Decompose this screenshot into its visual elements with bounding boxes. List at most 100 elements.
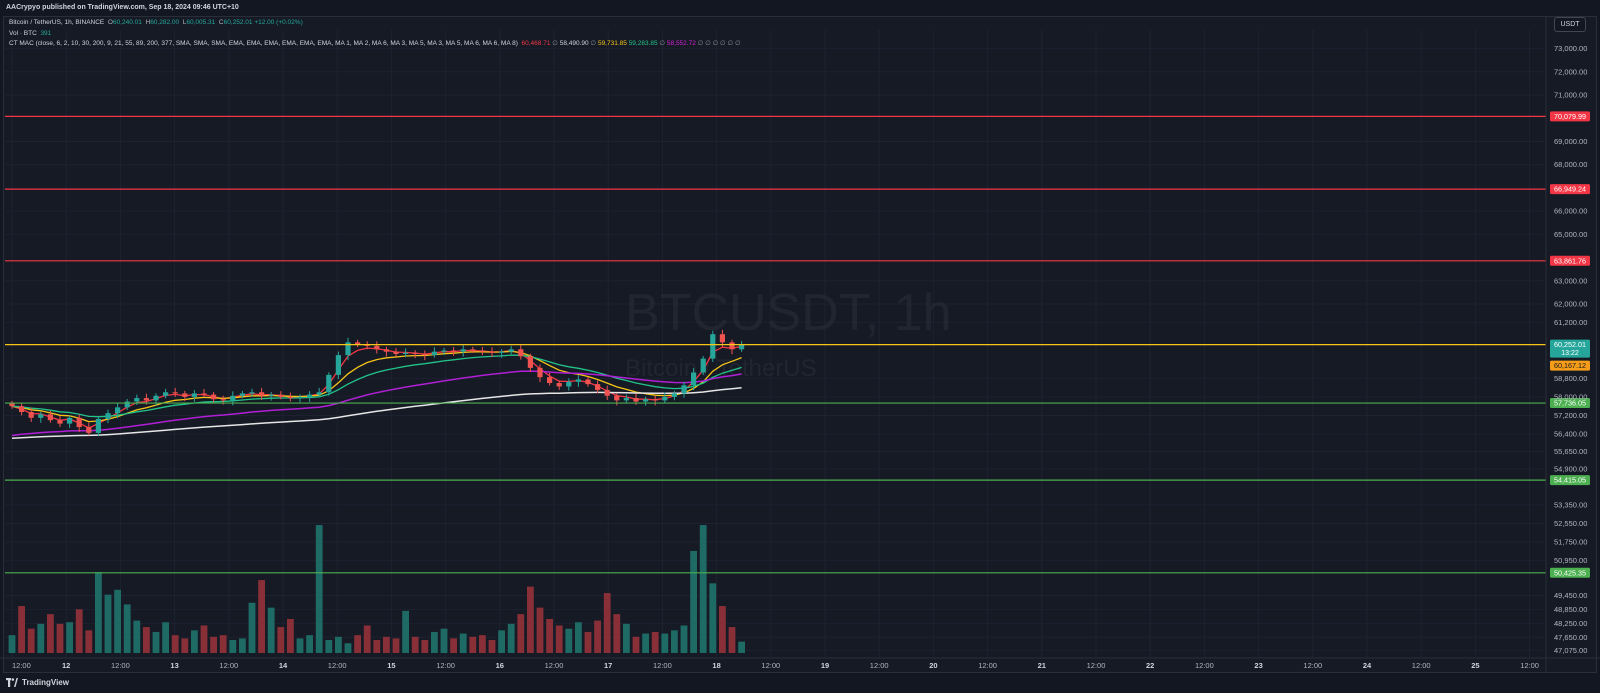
time-tick-label: 12:00 — [111, 661, 130, 670]
candle-body — [115, 407, 121, 414]
footer-brand[interactable]: TradingView — [22, 678, 69, 687]
legend-symbol-row: Bitcoin / TetherUS, 1h, BINANCE O60,240.… — [9, 18, 741, 29]
volume-bar — [56, 623, 64, 653]
candle-body — [249, 392, 255, 394]
candle-body — [412, 352, 418, 354]
price-tick-label: 52,550.00 — [1554, 519, 1587, 528]
time-tick-label: 12:00 — [1195, 661, 1214, 670]
price-axis[interactable]: 73,000.00 72,000.00 71,000.00 69,000.00 68,0… — [1545, 16, 1587, 673]
volume-bar — [584, 631, 592, 653]
time-tick-label: 12:00 — [328, 661, 347, 670]
time-axis[interactable]: 12:00 12 12:00 13 12:00 14 12:00 15 12:00 16 12:00… — [0, 657, 1600, 670]
volume-bar — [728, 627, 736, 653]
level-price-label: 66,949.24 — [1554, 185, 1586, 194]
candle-body — [163, 392, 169, 396]
candle-body — [700, 358, 706, 373]
legend-ohlc-high: H60,282.00 — [143, 19, 180, 26]
volume-bar — [75, 609, 83, 653]
volume-bar — [594, 620, 601, 653]
candle-body — [547, 377, 553, 383]
volume-bar — [354, 635, 361, 653]
legend-indicator[interactable]: CT MAC (close, 6, 2, 10, 30, 200, 9, 21,… — [9, 40, 518, 47]
price-tick-label: 61,200.00 — [1554, 318, 1587, 327]
volume-bar — [287, 618, 294, 653]
price-tick-label: 58,000.00 — [1554, 392, 1587, 401]
candle-body — [508, 349, 514, 352]
price-candles — [9, 329, 745, 437]
currency-button[interactable]: USDT — [1554, 17, 1586, 32]
candle-body — [470, 349, 476, 351]
volume-bar — [95, 572, 102, 653]
candle-body — [9, 403, 15, 407]
legend-volume-label[interactable]: Vol · BTC — [9, 29, 37, 37]
volume-bar — [498, 630, 505, 653]
horizontal-levels[interactable]: 70,079.99 66,949.24 63,861.76 60,252.0113:2… — [5, 111, 1590, 578]
volume-bar — [258, 580, 265, 653]
candle-body — [403, 352, 409, 354]
candle-body — [527, 356, 533, 368]
volume-bar — [632, 636, 640, 653]
level-price-tag — [1550, 184, 1590, 195]
volume-bar — [191, 630, 198, 653]
candle-body — [191, 393, 197, 397]
candle-body — [287, 396, 293, 399]
volume-bar — [200, 625, 208, 653]
candle-body — [239, 393, 245, 396]
candle-body — [182, 393, 188, 397]
volume-bar — [575, 622, 582, 653]
price-tick-label: 47,650.00 — [1554, 633, 1587, 642]
level-price-tag — [1550, 398, 1590, 409]
price-tick-label: 53,350.00 — [1554, 500, 1587, 509]
volume-bar — [431, 631, 438, 653]
candle-body — [652, 399, 658, 401]
legend-empty-markers: ∅ ∅ ∅ ∅ ∅ ∅ — [697, 40, 741, 47]
price-tick-label: 72,000.00 — [1554, 67, 1587, 76]
volume-bar — [248, 602, 256, 653]
volume-bar — [709, 583, 717, 653]
candle-body — [220, 399, 226, 401]
volume-bar — [363, 625, 371, 653]
price-tick-label: 54,900.00 — [1554, 464, 1587, 473]
time-tick-label: 25 — [1471, 661, 1479, 670]
candle-body — [575, 379, 581, 382]
volume-bar — [440, 628, 448, 653]
candle-body — [585, 379, 591, 385]
volume-bar — [661, 633, 669, 653]
price-tick-label: 71,000.00 — [1554, 91, 1587, 100]
time-tick-label: 13 — [170, 661, 178, 670]
candle-body — [134, 398, 140, 402]
time-tick-label: 24 — [1363, 661, 1372, 670]
candle-body — [143, 398, 149, 401]
volume-bar — [450, 638, 457, 653]
price-tick-label: 62,000.00 — [1554, 300, 1587, 309]
candle-body — [479, 350, 485, 352]
volume-bars — [8, 525, 745, 653]
time-tick-label: 12:00 — [219, 661, 238, 670]
legend-symbol[interactable]: Bitcoin / TetherUS, 1h, BINANCE — [9, 19, 105, 26]
volume-bar — [85, 630, 93, 653]
level-price-tag — [1550, 567, 1590, 578]
level-price-tag — [1550, 255, 1590, 266]
candle-body — [316, 392, 322, 395]
volume-bar — [37, 623, 45, 653]
candle-body — [76, 417, 82, 428]
watermark-symbol: BTCUSDT, 1h — [625, 284, 952, 342]
time-tick-label: 19 — [821, 661, 829, 670]
candle-body — [719, 334, 725, 343]
volume-bar — [719, 606, 726, 653]
footer: TradingView — [0, 673, 1600, 693]
level-price-label: 60,252.01 — [1554, 340, 1586, 349]
candle-body — [95, 418, 101, 433]
candle-body — [681, 385, 687, 394]
time-tick-label: 16 — [496, 661, 504, 670]
candle-body — [614, 395, 620, 401]
time-tick-label: 12:00 — [1520, 661, 1539, 670]
candle-body — [566, 381, 572, 387]
candle-body — [393, 351, 399, 354]
volume-bar — [421, 640, 429, 653]
candle-body — [47, 414, 53, 421]
volume-bar — [680, 625, 688, 653]
volume-bar — [546, 618, 553, 653]
legend-indicator-row: CT MAC (close, 6, 2, 10, 30, 200, 9, 21,… — [9, 40, 741, 47]
